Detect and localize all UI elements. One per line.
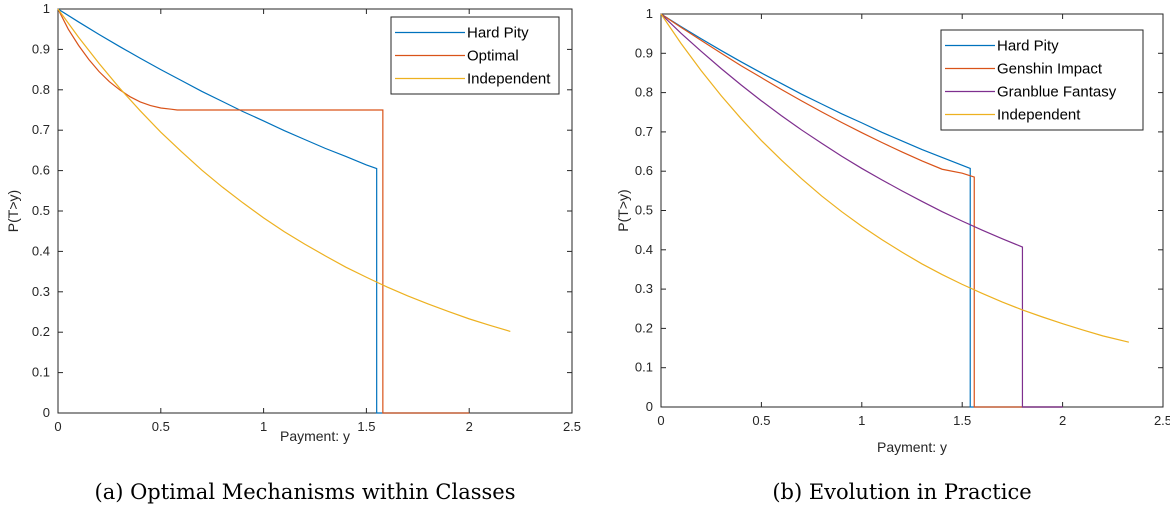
- x-axis-label: Payment: y: [280, 428, 350, 444]
- figure-caption: (b) Evolution in Practice: [772, 480, 1031, 504]
- y-tick-label: 0.1: [32, 365, 50, 380]
- y-tick-label: 0: [43, 405, 50, 420]
- y-tick-label: 0.9: [32, 41, 50, 56]
- y-tick-label: 0.9: [635, 45, 653, 60]
- legend-label: Granblue Fantasy: [997, 84, 1117, 101]
- legend-label: Hard Pity: [467, 25, 529, 42]
- legend: Hard Pity Optimal Independent: [390, 16, 560, 95]
- y-axis-label: P(T>y): [615, 189, 631, 231]
- chart-panel-a: 0 0.5 1 1.5 2 2.5 0 0.1 0.2 0.3 0.4 0.5 0.6 0.7 0.8 0.9…: [5, 1, 581, 504]
- x-tick-label: 1.5: [953, 413, 971, 428]
- y-tick-label: 0.6: [635, 163, 653, 178]
- y-tick-label: 0.1: [635, 360, 653, 375]
- legend-label: Genshin Impact: [997, 61, 1103, 78]
- y-tick-label: 1: [43, 1, 50, 16]
- x-tick-label: 1: [260, 419, 267, 434]
- legend-label: Hard Pity: [997, 38, 1059, 55]
- series-line-hard-pity: [660, 13, 1063, 408]
- y-tick-label: 0.5: [32, 203, 50, 218]
- x-tick-label: 0: [54, 419, 61, 434]
- y-tick-label: 0.4: [635, 242, 653, 257]
- y-tick-label: 0.4: [32, 243, 50, 258]
- y-tick-label: 0.7: [32, 122, 50, 137]
- y-tick-label: 0.3: [635, 281, 653, 296]
- x-tick-label: 2.5: [1154, 413, 1170, 428]
- figure-caption: (a) Optimal Mechanisms within Classes: [95, 480, 516, 504]
- series-line-genshin-impact: [660, 13, 1063, 408]
- y-tick-label: 0.2: [635, 320, 653, 335]
- chart-panel-b: 0 0.5 1 1.5 2 2.5 0 0.1 0.2 0.3 0.4 0.5 0.6 0.7 0.8 0.9…: [615, 6, 1170, 504]
- x-tick-label: 2.5: [563, 419, 581, 434]
- y-tick-label: 0.2: [32, 324, 50, 339]
- x-tick-label: 0.5: [752, 413, 770, 428]
- legend-label: Independent: [467, 71, 551, 88]
- y-tick-label: 0.5: [635, 203, 653, 218]
- x-axis-label: Payment: y: [877, 439, 947, 455]
- y-tick-label: 0.6: [32, 163, 50, 178]
- y-tick-label: 0.8: [635, 85, 653, 100]
- series-line-independent: [57, 8, 511, 332]
- x-tick-label: 2: [1059, 413, 1066, 428]
- y-tick-label: 0.3: [32, 284, 50, 299]
- x-tick-label: 2: [466, 419, 473, 434]
- series-line-hard-pity: [57, 8, 470, 414]
- series-line-independent: [660, 13, 1130, 343]
- legend: Hard Pity Genshin Impact Granblue Fantasy I…: [940, 29, 1144, 131]
- x-tick-label: 1.5: [357, 419, 375, 434]
- x-tick-label: 1: [858, 413, 865, 428]
- series-line-granblue-fantasy: [660, 13, 1063, 408]
- y-tick-label: 0: [646, 399, 653, 414]
- y-axis-label: P(T>y): [5, 190, 21, 232]
- legend-label: Independent: [997, 107, 1081, 124]
- y-tick-label: 0.7: [635, 124, 653, 139]
- legend-label: Optimal: [467, 48, 519, 65]
- series-line-optimal: [57, 8, 470, 414]
- x-tick-label: 0.5: [152, 419, 170, 434]
- legend-box: [940, 29, 1144, 131]
- x-tick-label: 0: [657, 413, 664, 428]
- y-tick-label: 1: [646, 6, 653, 21]
- y-tick-label: 0.8: [32, 82, 50, 97]
